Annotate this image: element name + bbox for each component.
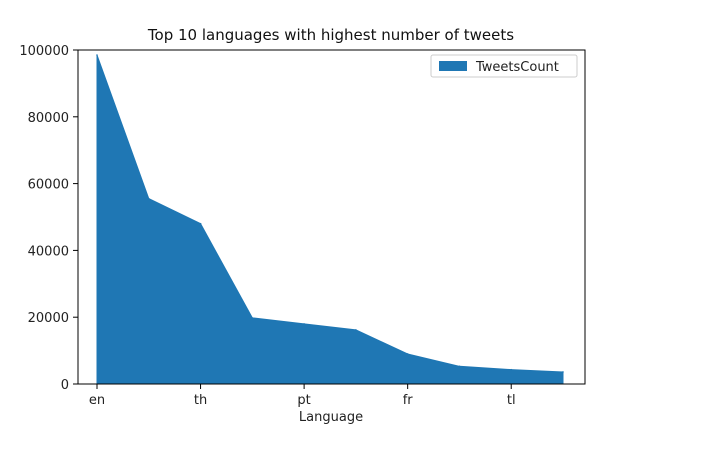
y-tick-label: 0: [61, 378, 69, 393]
data-point: [96, 54, 98, 56]
plot-frame: [77, 49, 586, 385]
data-point: [510, 368, 513, 371]
data-point: [458, 365, 461, 368]
x-tick-label-pt: pt: [297, 393, 310, 408]
x-axis: en th pt fr tl: [89, 384, 516, 408]
data-point: [406, 353, 409, 355]
data-point: [303, 323, 305, 325]
y-tick-label: 80000: [28, 111, 69, 126]
data-point: [562, 371, 564, 373]
x-axis-label: Language: [299, 410, 363, 425]
y-axis: 0 20000 40000 60000 80000 100000: [19, 44, 78, 393]
chart-title: Top 10 languages with highest number of …: [147, 26, 514, 44]
y-tick-label: 60000: [28, 178, 69, 193]
x-tick-label-th: th: [194, 393, 207, 408]
legend-box: [430, 54, 578, 78]
legend: TweetsCount: [430, 54, 578, 78]
data-point: [147, 197, 150, 200]
data-point: [251, 317, 254, 319]
x-tick-label-tl: tl: [507, 393, 516, 408]
x-tick-label-en: en: [89, 393, 105, 408]
data-point: [355, 329, 357, 331]
y-tick-label: 20000: [28, 311, 69, 326]
legend-label: TweetsCount: [475, 60, 559, 75]
y-tick-label: 100000: [19, 44, 69, 59]
legend-swatch: [439, 61, 467, 71]
plot-area: [96, 54, 564, 385]
data-point: [199, 222, 202, 225]
area-series-tweetscount: [96, 54, 564, 385]
y-tick-label: 40000: [28, 244, 69, 259]
x-tick-label-fr: fr: [403, 393, 414, 408]
